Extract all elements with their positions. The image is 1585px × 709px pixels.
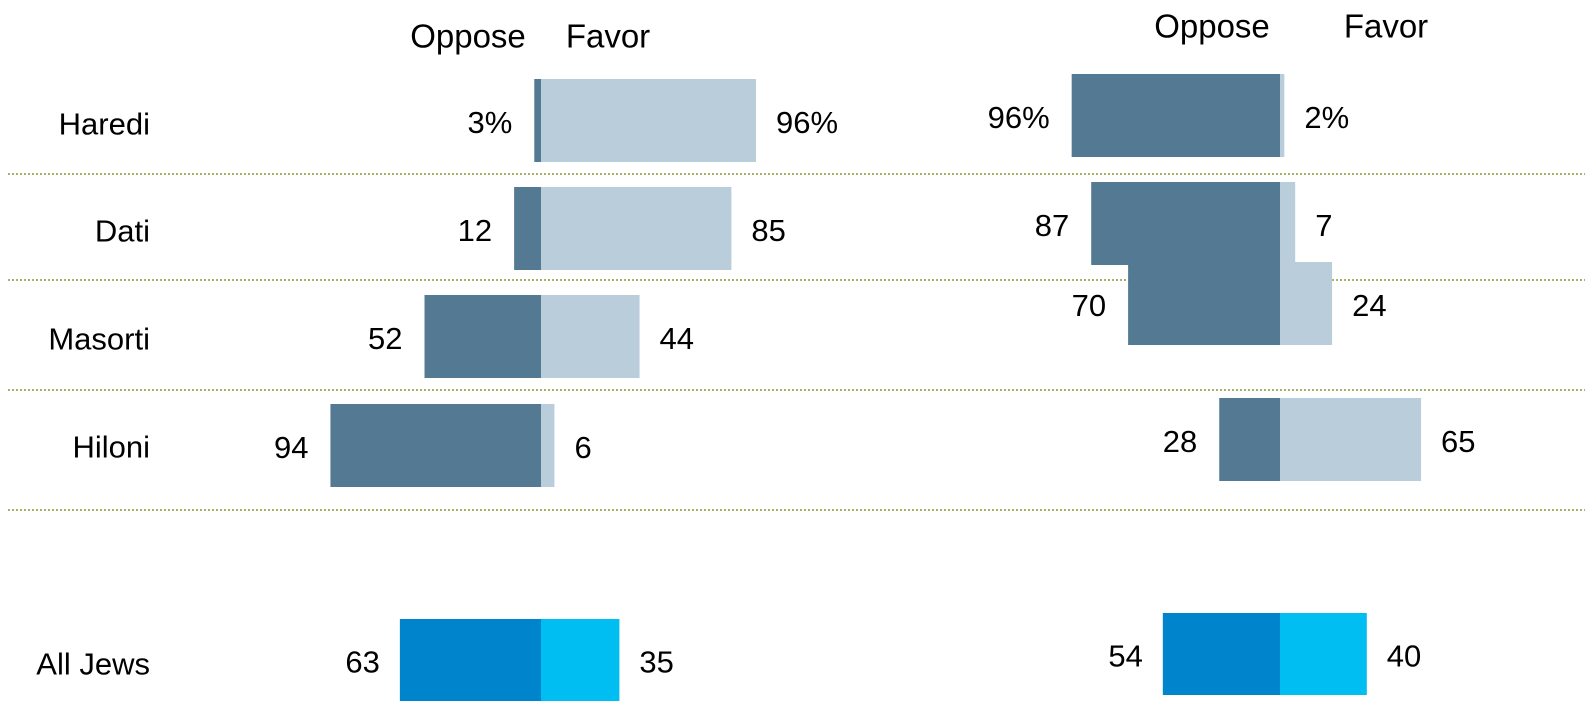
chart-panel-left: Oppose Favor 3% 96% 12 85 52 44 94 6 63 35 xyxy=(274,18,838,701)
data-label-oppose: 12 xyxy=(458,213,492,248)
bar-favor xyxy=(1280,262,1333,345)
bar-oppose xyxy=(330,404,541,487)
bar-oppose xyxy=(514,187,541,270)
data-label-oppose: 52 xyxy=(368,321,402,356)
data-label-favor: 96% xyxy=(776,105,838,140)
bar-favor xyxy=(541,295,640,378)
data-label-favor: 7 xyxy=(1315,208,1332,243)
data-label-oppose: 28 xyxy=(1163,424,1197,459)
header-favor: Favor xyxy=(566,18,650,55)
data-label-total-oppose: 63 xyxy=(345,645,379,680)
bar-oppose xyxy=(1219,398,1280,481)
bar-favor xyxy=(541,79,757,162)
data-label-favor: 85 xyxy=(751,213,785,248)
data-label-oppose: 3% xyxy=(467,105,512,140)
data-label-oppose: 94 xyxy=(274,430,308,465)
data-label-favor: 2% xyxy=(1304,100,1349,135)
header-oppose: Oppose xyxy=(1154,8,1270,45)
bar-favor xyxy=(1280,398,1422,481)
row-label-total: All Jews xyxy=(36,647,150,682)
header-oppose: Oppose xyxy=(410,18,526,55)
header-favor: Favor xyxy=(1344,8,1428,45)
bar-favor xyxy=(541,404,555,487)
data-label-favor: 6 xyxy=(574,430,591,465)
row-label: Hiloni xyxy=(72,430,150,465)
bar-oppose xyxy=(1091,182,1280,265)
bar-favor xyxy=(1280,182,1296,265)
chart-panel-right: Oppose Favor 96% 2% 87 7 70 24 28 65 54 40 xyxy=(988,8,1476,695)
data-label-favor: 44 xyxy=(660,321,694,356)
bar-total-oppose xyxy=(1162,613,1280,695)
bar-oppose xyxy=(1071,74,1280,157)
bar-total-favor xyxy=(1280,613,1367,695)
bar-oppose xyxy=(424,295,541,378)
data-label-favor: 24 xyxy=(1352,288,1386,323)
data-label-total-favor: 40 xyxy=(1387,639,1421,674)
row-label: Masorti xyxy=(48,322,150,357)
bar-total-favor xyxy=(541,619,620,701)
data-label-oppose: 70 xyxy=(1072,288,1106,323)
row-label: Dati xyxy=(95,214,150,249)
data-label-total-oppose: 54 xyxy=(1108,639,1142,674)
row-dividers xyxy=(8,173,1585,511)
data-label-oppose: 87 xyxy=(1035,208,1069,243)
bar-oppose xyxy=(1128,262,1280,345)
data-label-oppose: 96% xyxy=(988,100,1050,135)
row-labels: Haredi Dati Masorti Hiloni All Jews xyxy=(36,107,150,682)
bar-favor xyxy=(541,187,732,270)
bar-total-oppose xyxy=(399,619,541,701)
bar-oppose xyxy=(534,79,541,162)
row-label: Haredi xyxy=(59,107,150,142)
data-label-total-favor: 35 xyxy=(639,645,673,680)
data-label-favor: 65 xyxy=(1441,424,1475,459)
bar-favor xyxy=(1280,74,1285,157)
